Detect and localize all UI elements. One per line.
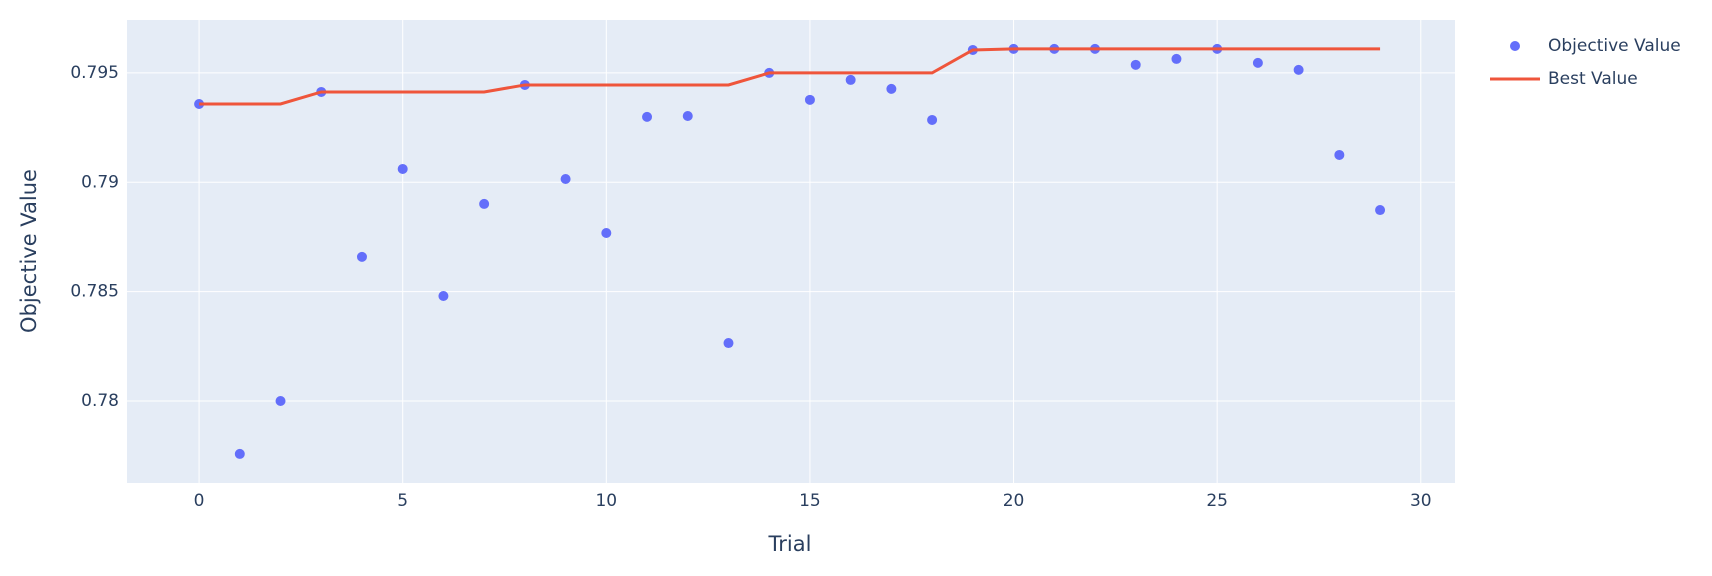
point <box>682 111 693 122</box>
marks <box>194 43 1386 459</box>
legend-label: Best Value <box>1548 69 1638 89</box>
point <box>1375 205 1386 216</box>
x-tick-label: 5 <box>397 491 408 511</box>
legend-swatch <box>1510 41 1520 51</box>
x-tick-label: 25 <box>1206 491 1228 511</box>
point <box>275 395 286 406</box>
x-tick-label: 0 <box>194 491 205 511</box>
y-tick-label: 0.79 <box>81 172 119 192</box>
x-tick-label: 10 <box>595 491 617 511</box>
point <box>601 228 612 239</box>
y-tick-label: 0.78 <box>81 391 119 411</box>
point <box>1252 57 1263 68</box>
x-tick-label: 15 <box>799 491 821 511</box>
x-axis-title: Trial <box>768 532 812 556</box>
point <box>356 251 367 262</box>
point <box>845 74 856 85</box>
x-tick-label: 20 <box>1003 491 1025 511</box>
point <box>1334 149 1345 160</box>
y-tick-label: 0.795 <box>70 63 119 83</box>
point <box>886 83 897 94</box>
point <box>804 94 815 105</box>
y-tick-label: 0.785 <box>70 282 119 302</box>
point <box>927 114 938 125</box>
legend-label: Objective Value <box>1548 36 1681 56</box>
plot-area <box>127 20 1455 483</box>
grid <box>127 20 1455 483</box>
point <box>234 448 245 459</box>
y-axis-title: Objective Value <box>17 169 41 333</box>
point <box>1293 64 1304 75</box>
point <box>723 338 734 349</box>
point <box>1171 53 1182 64</box>
point <box>397 163 408 174</box>
point <box>642 111 653 122</box>
point <box>1130 59 1141 70</box>
point <box>438 291 449 302</box>
best-line <box>199 47 1381 106</box>
x-tick-label: 30 <box>1410 491 1432 511</box>
point <box>479 198 490 209</box>
point <box>560 173 571 184</box>
